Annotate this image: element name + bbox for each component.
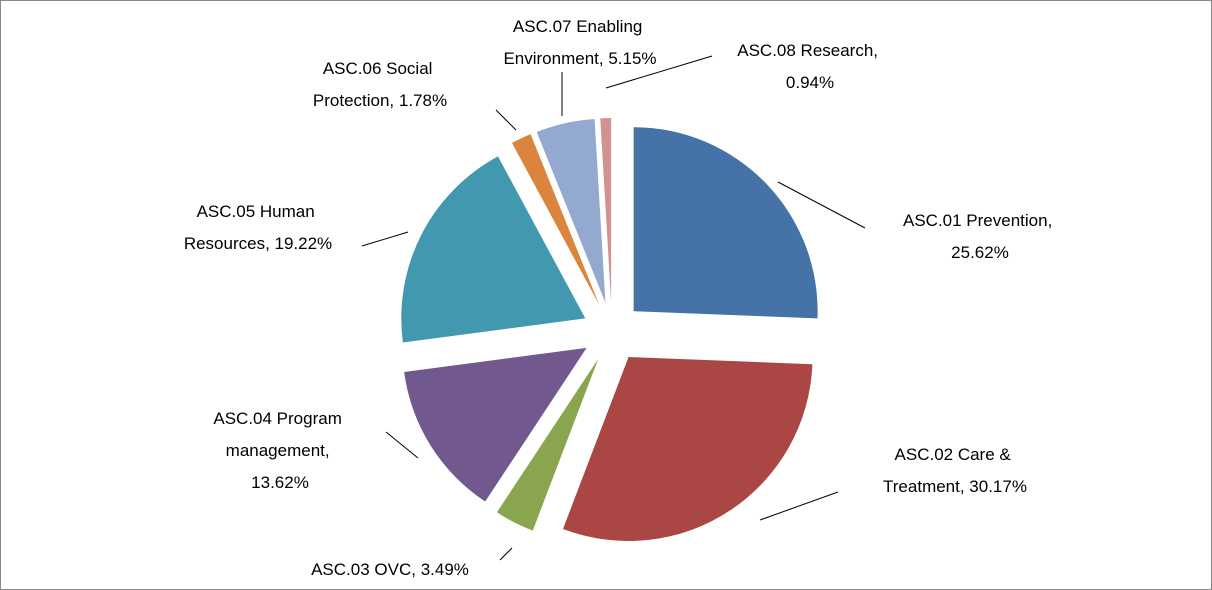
pie-slice (600, 118, 612, 303)
leader-line (759, 491, 839, 521)
data-label: ASC.02 Care & Treatment, 30.17% (883, 445, 1027, 496)
leader-line (499, 547, 513, 561)
pie-slice (536, 119, 606, 303)
pie-slice (496, 358, 599, 531)
data-label: ASC.05 Human Resources, 19.22% (184, 202, 332, 253)
data-label: ASC.01 Prevention, 25.62% (903, 211, 1057, 262)
data-label: ASC.07 Enabling Environment, 5.15% (503, 17, 656, 68)
leader-line (385, 431, 419, 459)
data-label: ASC.06 Social Protection, 1.78% (313, 59, 447, 110)
leader-line (605, 55, 713, 89)
pie-slice (563, 357, 813, 542)
leader-line (777, 181, 866, 229)
pie-slice (401, 156, 586, 343)
pie-slice (511, 134, 600, 305)
data-label: ASC.08 Research, 0.94% (737, 41, 883, 92)
leader-line (361, 231, 409, 247)
data-label: ASC.04 Program management, 13.62% (213, 409, 346, 492)
pie-slice (404, 347, 587, 502)
data-label: ASC.03 OVC, 3.49% (311, 560, 469, 579)
pie-slice (633, 127, 818, 319)
leader-line (495, 109, 517, 131)
